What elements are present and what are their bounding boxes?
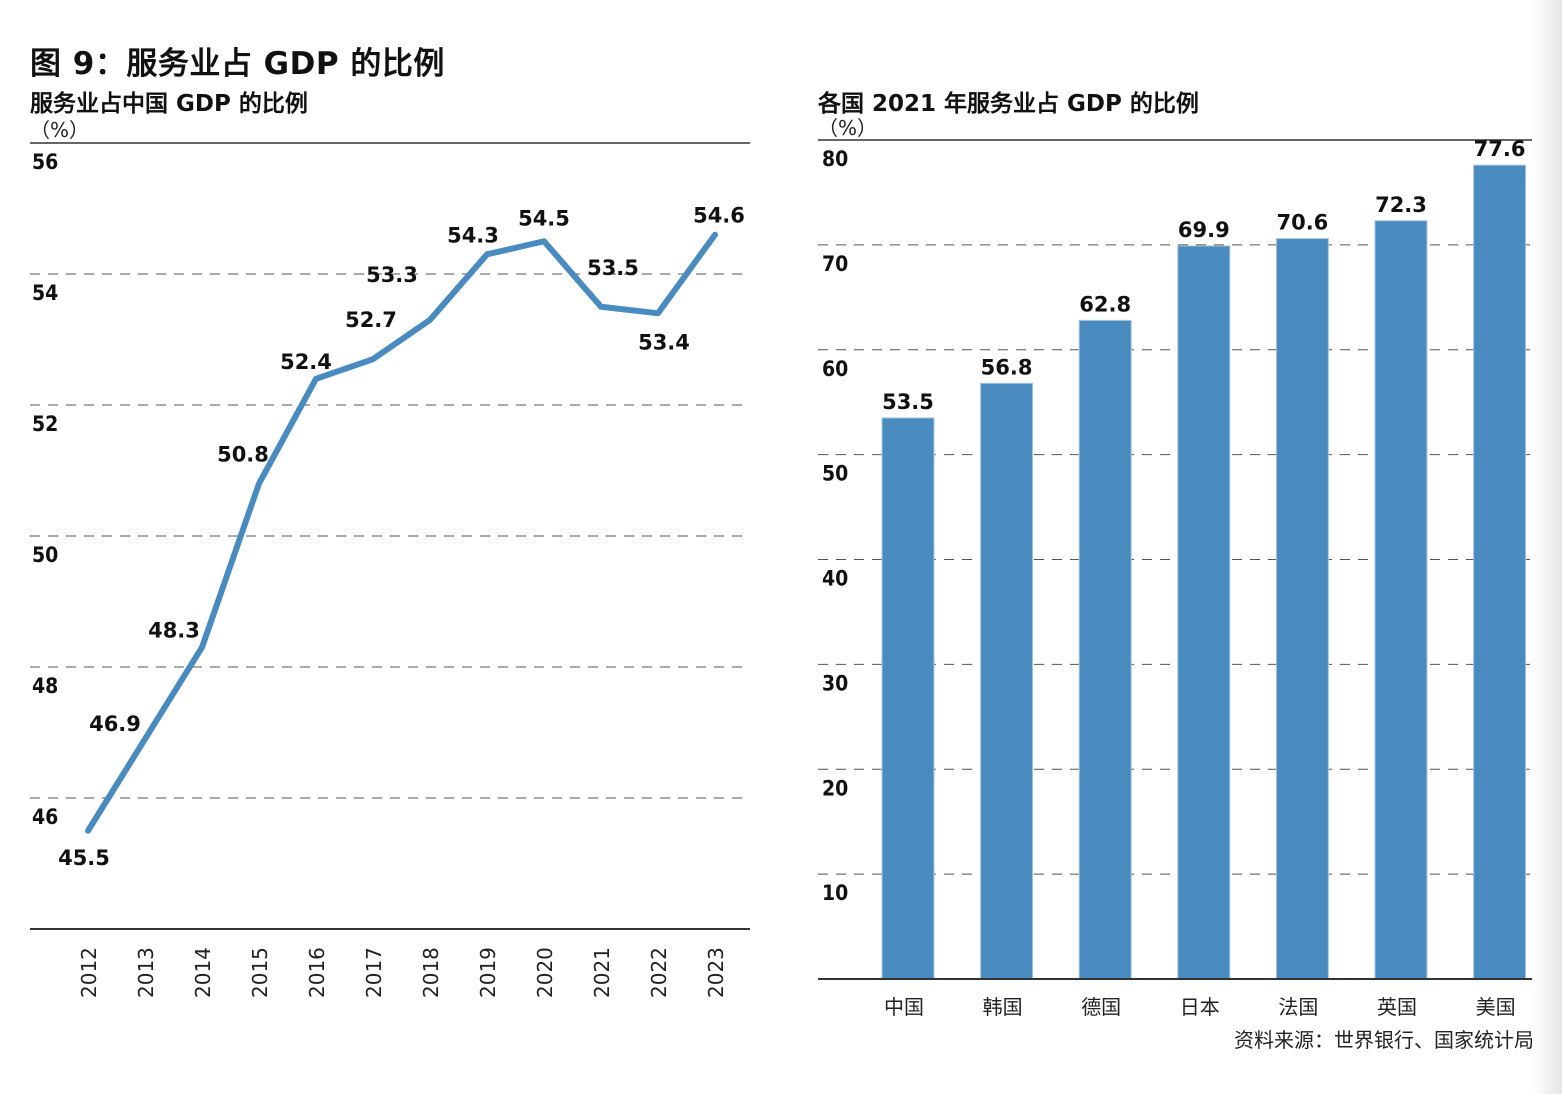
data-label: 48.3 bbox=[148, 618, 200, 642]
y-tick-label: 30 bbox=[822, 671, 848, 695]
x-tick-label: 2023 bbox=[704, 947, 728, 998]
data-label: 45.5 bbox=[58, 846, 110, 870]
x-tick-label: 2018 bbox=[419, 947, 443, 998]
data-label: 53.5 bbox=[587, 256, 639, 280]
bar bbox=[1473, 164, 1527, 980]
x-tick-label: 2020 bbox=[533, 947, 557, 998]
y-tick-label: 60 bbox=[822, 357, 848, 381]
bar-chart-unit: （%） bbox=[818, 116, 878, 140]
data-label: 69.9 bbox=[1178, 218, 1230, 242]
series-line bbox=[85, 231, 718, 834]
y-tick-label: 48 bbox=[32, 674, 58, 698]
x-tick-label: 2022 bbox=[647, 947, 671, 998]
x-tick-label: 美国 bbox=[1476, 995, 1516, 1019]
y-tick-label: 52 bbox=[32, 412, 58, 436]
bar bbox=[881, 417, 935, 980]
x-tick-label: 2019 bbox=[476, 947, 500, 998]
line-chart-unit: （%） bbox=[30, 118, 90, 142]
y-tick-label: 54 bbox=[32, 281, 58, 305]
x-tick-label: 2017 bbox=[362, 947, 386, 998]
data-label: 62.8 bbox=[1079, 292, 1131, 316]
y-tick-label: 56 bbox=[32, 150, 58, 174]
data-label: 53.5 bbox=[882, 390, 934, 414]
bar bbox=[1275, 238, 1329, 980]
x-tick-label: 韩国 bbox=[983, 995, 1023, 1019]
data-label: 53.3 bbox=[366, 263, 418, 287]
x-tick-label: 德国 bbox=[1081, 995, 1121, 1019]
bar bbox=[1177, 245, 1231, 980]
x-tick-label: 法国 bbox=[1278, 995, 1318, 1019]
data-label: 56.8 bbox=[981, 355, 1033, 379]
y-tick-label: 40 bbox=[822, 567, 848, 591]
data-label: 54.3 bbox=[447, 223, 499, 247]
page-edge-shadow bbox=[1532, 0, 1562, 1094]
line-chart: 46 48 50 52 54 56 45.5 46.9 48.3 50.8 52.4 52.7 53.3… bbox=[30, 142, 750, 998]
source-note: 资料来源：世界银行、国家统计局 bbox=[1234, 1028, 1534, 1052]
x-tick-label: 2014 bbox=[191, 947, 215, 998]
x-tick-label: 英国 bbox=[1377, 995, 1417, 1019]
x-tick-label: 中国 bbox=[884, 995, 924, 1019]
x-tick-label: 2013 bbox=[134, 947, 158, 998]
data-label: 52.4 bbox=[280, 350, 332, 374]
line-chart-title: 服务业占中国 GDP 的比例 bbox=[30, 91, 308, 117]
y-tick-label: 50 bbox=[32, 543, 58, 567]
bar bbox=[1078, 319, 1132, 980]
x-tick-label: 2015 bbox=[248, 947, 272, 998]
y-tick-label: 70 bbox=[822, 252, 848, 276]
data-label: 72.3 bbox=[1375, 193, 1427, 217]
figure-title: 图 9：服务业占 GDP 的比例 bbox=[30, 46, 445, 82]
bar bbox=[1374, 220, 1428, 980]
data-label: 50.8 bbox=[217, 443, 269, 467]
x-tick-label: 2016 bbox=[305, 947, 329, 998]
data-label: 54.5 bbox=[518, 206, 570, 230]
y-tick-label: 20 bbox=[822, 776, 848, 800]
y-tick-label: 46 bbox=[32, 805, 58, 829]
data-label: 70.6 bbox=[1276, 211, 1328, 235]
bar bbox=[980, 382, 1034, 980]
y-tick-label: 80 bbox=[822, 147, 848, 171]
data-label: 52.7 bbox=[345, 308, 397, 332]
x-tick-label: 2021 bbox=[590, 947, 614, 998]
y-tick-label: 50 bbox=[822, 462, 848, 486]
bar-chart-title: 各国 2021 年服务业占 GDP 的比例 bbox=[818, 91, 1199, 117]
x-tick-label: 日本 bbox=[1180, 995, 1220, 1019]
data-label: 77.6 bbox=[1474, 137, 1526, 161]
data-label: 53.4 bbox=[638, 330, 690, 354]
x-tick-label: 2012 bbox=[77, 947, 101, 998]
y-tick-label: 10 bbox=[822, 881, 848, 905]
data-label: 46.9 bbox=[89, 712, 141, 736]
data-label: 54.6 bbox=[693, 204, 745, 228]
